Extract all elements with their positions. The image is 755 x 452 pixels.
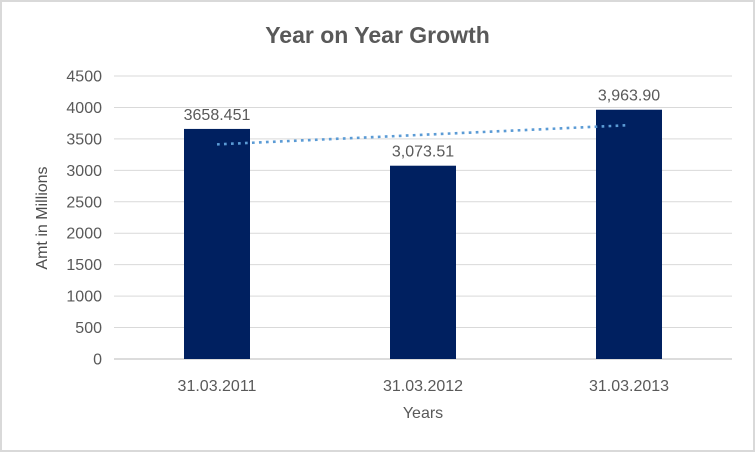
bar: [390, 165, 456, 359]
data-label: 3,963.90: [598, 88, 660, 105]
x-tick-label: 31.03.2013: [589, 378, 669, 395]
y-tick-label: 1500: [66, 257, 102, 274]
y-tick-label: 3500: [66, 131, 102, 148]
y-tick-label: 2000: [66, 226, 102, 243]
y-axis-title: Amt in Millions: [34, 166, 51, 270]
x-axis-title: Years: [402, 405, 444, 422]
x-tick-label: 31.03.2012: [383, 378, 463, 395]
y-tick-label: 4000: [66, 100, 102, 117]
bar: [184, 128, 250, 359]
data-label: 3658.451: [184, 107, 251, 124]
y-tick-label: 4500: [66, 69, 102, 86]
y-tick-label: 1000: [66, 289, 102, 306]
y-tick-label: 500: [75, 320, 102, 337]
chart-title: Year on Year Growth: [265, 22, 490, 48]
x-tick-label: 31.03.2011: [178, 378, 257, 395]
bar: [596, 109, 662, 359]
y-tick-label: 0: [93, 352, 102, 369]
trendline: [216, 123, 630, 146]
y-tick-label: 3000: [66, 163, 102, 180]
y-tick-label: 2500: [66, 194, 102, 211]
data-label: 3,073.51: [392, 144, 454, 161]
